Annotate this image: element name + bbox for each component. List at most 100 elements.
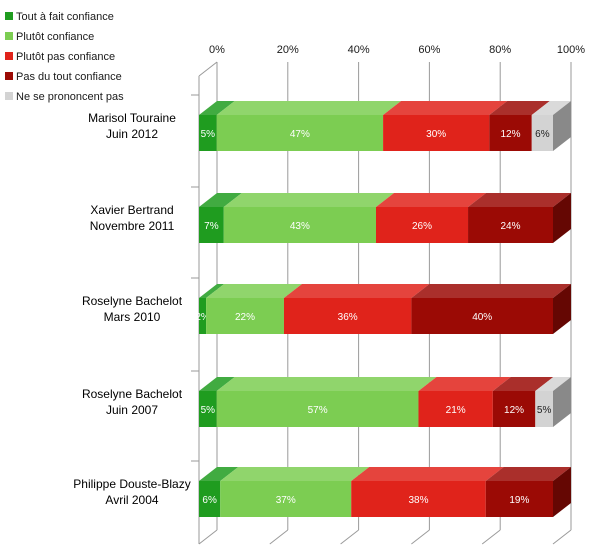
bar-segment-top <box>492 377 554 391</box>
bar-segment <box>531 115 553 151</box>
bar-segment-side <box>553 193 571 243</box>
bar-segment-side <box>553 467 571 517</box>
category-label: Roselyne Bachelot Mars 2010 <box>82 294 183 324</box>
bar-segment <box>411 298 553 334</box>
data-label: 6% <box>202 495 217 506</box>
gridline-floor <box>481 529 501 545</box>
data-label: 21% <box>446 405 466 416</box>
gridline-floor <box>269 529 289 545</box>
bar-segment <box>220 481 352 517</box>
data-label: 19% <box>509 495 529 506</box>
category-label: Marisol Touraine Juin 2012 <box>88 111 176 141</box>
axis-left-top <box>198 61 218 77</box>
bar-segment <box>283 298 412 334</box>
bar-segment-top <box>351 467 504 481</box>
data-label: 43% <box>290 221 310 232</box>
bar-row: 2% 22% 36% 40% <box>195 284 571 334</box>
data-label: 30% <box>426 129 446 140</box>
data-label: 24% <box>501 221 521 232</box>
data-label: 57% <box>308 405 328 416</box>
bar-segment <box>223 207 376 243</box>
bar-segment-top <box>411 284 571 298</box>
bar-segment <box>199 207 224 243</box>
bars: 5% 47% 30% 12% 6% 7% 43% 26% 24% 2% 22% 36% 40% 5% 57%… <box>195 101 571 517</box>
bar-segment <box>489 115 532 151</box>
bar-segment-top <box>206 284 302 298</box>
bar-segment-side <box>553 377 571 427</box>
bar-row: 6% 37% 38% 19% <box>199 467 571 517</box>
bar-segment-top <box>199 193 242 207</box>
x-tick-label: 40% <box>348 44 370 56</box>
bar-segment-side <box>553 101 571 151</box>
legend: Tout à fait confiance Plutôt confiance Plu… <box>5 11 124 103</box>
data-label: 12% <box>504 405 524 416</box>
bar-segment-top <box>199 101 235 115</box>
data-label: 47% <box>290 129 310 140</box>
bar-segment <box>351 481 486 517</box>
category-label: Roselyne Bachelot Juin 2007 <box>82 387 183 417</box>
gridline-floor <box>340 529 359 545</box>
bar-segment <box>485 481 553 517</box>
bar-segment-top <box>468 193 571 207</box>
legend-swatch <box>5 32 13 40</box>
bar-segment-top <box>531 101 571 115</box>
data-label: 22% <box>235 312 255 323</box>
gridline-floor <box>198 529 218 545</box>
legend-label: Plutôt pas confiance <box>16 51 115 63</box>
bar-segment <box>535 391 553 427</box>
bar-segment-top <box>489 101 550 115</box>
bar-segment <box>199 391 217 427</box>
x-tick-label: 100% <box>557 44 585 56</box>
x-tick-label: 0% <box>209 44 225 56</box>
gridline-floor <box>411 529 430 545</box>
x-tick-label: 80% <box>489 44 511 56</box>
bar-segment-top <box>485 467 571 481</box>
bar-segment-top <box>199 377 235 391</box>
bar-row: 5% 47% 30% 12% 6% <box>199 101 571 151</box>
data-label: 36% <box>338 312 358 323</box>
bar-segment <box>216 391 419 427</box>
data-label: 5% <box>201 129 216 140</box>
bar-row: 5% 57% 21% 12% 5% <box>199 377 571 427</box>
bar-segment-top <box>216 377 437 391</box>
data-label: 38% <box>408 495 428 506</box>
bar-segment-top <box>376 193 487 207</box>
bar-segment-top <box>383 101 508 115</box>
legend-label: Pas du tout confiance <box>16 71 122 83</box>
bar-segment <box>376 207 469 243</box>
x-tick-label: 60% <box>418 44 440 56</box>
legend-swatch <box>5 12 13 20</box>
gridline-floor <box>552 529 572 545</box>
bar-segment-top <box>199 284 225 298</box>
data-label: 6% <box>535 129 550 140</box>
legend-label: Tout à fait confiance <box>16 11 114 23</box>
bar-segment-top <box>535 377 571 391</box>
bar-segment-top <box>418 377 511 391</box>
bar-segment <box>468 207 553 243</box>
legend-swatch <box>5 72 13 80</box>
legend-label: Plutôt confiance <box>16 31 94 43</box>
legend-swatch <box>5 92 13 100</box>
data-label: 37% <box>276 495 296 506</box>
bar-segment <box>199 115 217 151</box>
bar-segment <box>206 298 284 334</box>
bar-segment <box>383 115 490 151</box>
bar-segment-top <box>216 101 402 115</box>
bar-segment <box>418 391 493 427</box>
bar-segment-top <box>223 193 394 207</box>
data-label: 26% <box>412 221 432 232</box>
bar-segment-side <box>553 284 571 334</box>
data-label: 2% <box>195 312 210 323</box>
category-label: Philippe Douste-Blazy Avril 2004 <box>73 477 190 507</box>
bar-row: 7% 43% 26% 24% <box>199 193 571 243</box>
data-label: 40% <box>472 312 492 323</box>
legend-label: Ne se prononcent pas <box>16 91 124 103</box>
x-axis: 0% 20% 40% 60% 80% 100% <box>209 44 585 56</box>
data-label: 5% <box>201 405 216 416</box>
data-label: 5% <box>537 405 552 416</box>
category-label: Xavier Bertrand Novembre 2011 <box>90 203 175 233</box>
bar-segment-top <box>199 467 239 481</box>
bar-segment-top <box>283 284 430 298</box>
data-label: 7% <box>204 221 219 232</box>
x-tick-label: 20% <box>277 44 299 56</box>
